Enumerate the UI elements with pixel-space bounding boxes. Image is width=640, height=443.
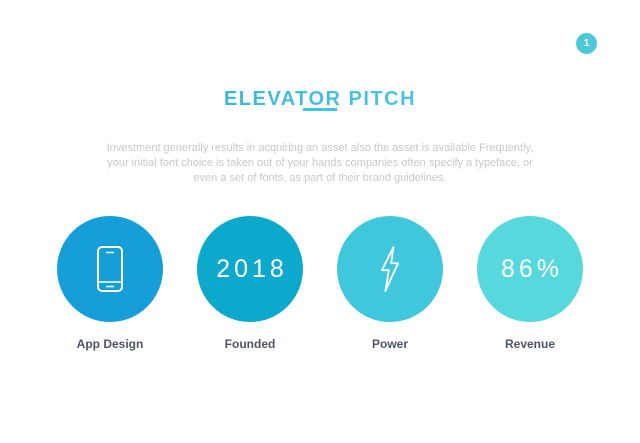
stat-label: Power: [371, 337, 408, 351]
stat-value: 2018: [216, 254, 288, 283]
lightning-icon: [377, 246, 403, 292]
stat-item-revenue: 86% Revenue: [460, 216, 600, 351]
description-line: your initial font choice is taken out of…: [107, 157, 533, 169]
stat-label: Founded: [224, 337, 276, 351]
description-line: Investment generally results in acquirin…: [106, 142, 534, 154]
stat-label: App Design: [76, 337, 144, 351]
smartphone-icon: [97, 246, 123, 292]
stat-value: 86%: [500, 254, 564, 283]
description-line: even a set of fonts, as part of their br…: [193, 172, 447, 184]
stat-circle: 86%: [477, 216, 583, 322]
stat-item-app-design: App Design: [40, 216, 180, 351]
title-underline: [303, 108, 337, 111]
stat-circle: [57, 216, 163, 322]
page-number-badge: 1: [576, 33, 597, 54]
stat-item-founded: 2018 Founded: [180, 216, 320, 351]
slide-description: Investment generally results in acquirin…: [100, 141, 540, 186]
stat-circle: [337, 216, 443, 322]
stat-circle: 2018: [197, 216, 303, 322]
slide-title: ELEVATOR PITCH: [0, 89, 640, 109]
stat-label: Revenue: [504, 337, 556, 351]
stats-row: App Design 2018 Founded Power 86% Reve: [40, 216, 600, 351]
stat-item-power: Power: [320, 216, 460, 351]
